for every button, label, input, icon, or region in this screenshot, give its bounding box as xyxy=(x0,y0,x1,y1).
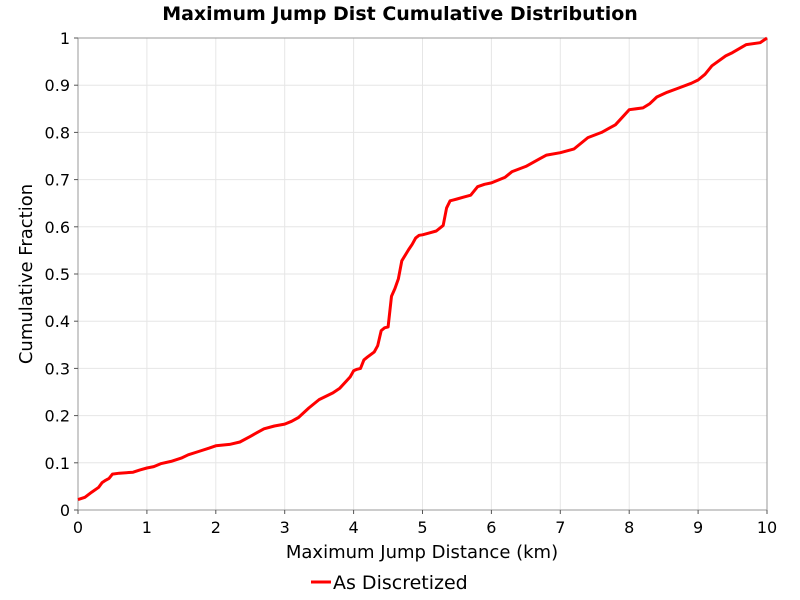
x-tick-label: 8 xyxy=(624,518,634,537)
x-tick-label: 6 xyxy=(486,518,496,537)
y-tick-label: 0.8 xyxy=(45,123,70,142)
x-tick-label: 9 xyxy=(693,518,703,537)
y-tick-label: 0.9 xyxy=(45,76,70,95)
y-tick-label: 0.7 xyxy=(45,171,70,190)
x-tick-label: 4 xyxy=(349,518,359,537)
y-tick-label: 0.6 xyxy=(45,218,70,237)
grid-lines xyxy=(78,38,767,510)
y-tick-label: 0.3 xyxy=(45,359,70,378)
x-tick-label: 1 xyxy=(142,518,152,537)
x-axis-ticks: 0 1 2 3 4 5 6 7 8 9 10 xyxy=(73,510,777,537)
y-tick-label: 0.4 xyxy=(45,312,70,331)
x-axis-label: Maximum Jump Distance (km) xyxy=(286,542,558,563)
x-tick-label: 2 xyxy=(211,518,221,537)
legend: As Discretized xyxy=(311,572,468,594)
x-tick-label: 5 xyxy=(417,518,427,537)
series-line-as-discretized xyxy=(77,36,768,502)
y-tick-label: 0.2 xyxy=(45,407,70,426)
y-tick-label: 0.1 xyxy=(45,454,70,473)
chart-title: Maximum Jump Dist Cumulative Distributio… xyxy=(162,3,638,25)
legend-label: As Discretized xyxy=(333,572,468,594)
y-tick-label: 0.5 xyxy=(45,265,70,284)
y-axis-ticks: 0 0.1 0.2 0.3 0.4 0.5 0.6 0.7 0.8 0.9 1 xyxy=(45,29,78,520)
y-axis-label: Cumulative Fraction xyxy=(16,184,37,364)
y-tick-label: 0 xyxy=(60,501,70,520)
series-group xyxy=(77,36,768,502)
x-tick-label: 0 xyxy=(73,518,83,537)
y-tick-label: 1 xyxy=(60,29,70,48)
x-tick-label: 7 xyxy=(555,518,565,537)
x-tick-label: 3 xyxy=(280,518,290,537)
x-tick-label: 10 xyxy=(757,518,777,537)
